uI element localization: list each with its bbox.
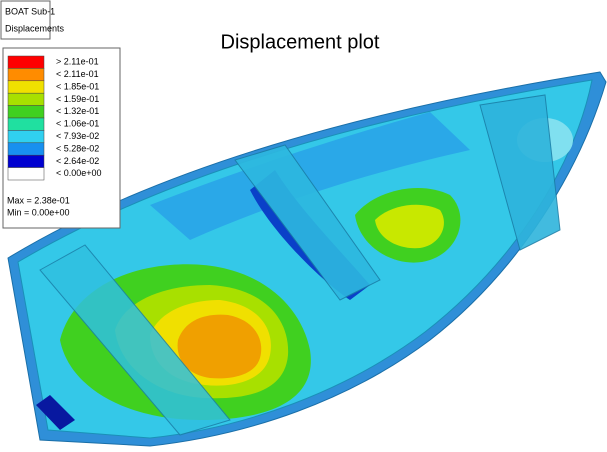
zone-orange xyxy=(178,315,262,379)
legend-label: < 1.59e-01 xyxy=(56,94,99,104)
legend-label: < 5.28e-02 xyxy=(56,143,99,153)
legend-swatch xyxy=(8,118,44,130)
legend-label: < 7.93e-02 xyxy=(56,131,99,141)
page: BOAT Sub-1 Displacements Displacement pl… xyxy=(0,0,607,452)
result-name: Displacements xyxy=(5,23,65,33)
legend-label: < 1.32e-01 xyxy=(56,106,99,116)
legend-swatch xyxy=(8,155,44,167)
legend-label: < 1.06e-01 xyxy=(56,119,99,129)
legend-swatch xyxy=(8,93,44,105)
legend-swatch xyxy=(8,56,44,68)
plot-title: Displacement plot xyxy=(221,31,380,53)
legend-swatch xyxy=(8,81,44,93)
legend-swatch xyxy=(8,168,44,180)
legend-label: < 1.85e-01 xyxy=(56,81,99,91)
model-name: BOAT Sub-1 xyxy=(5,6,55,16)
min-label: Min = 0.00e+00 xyxy=(7,207,70,217)
legend-label: < 2.11e-01 xyxy=(56,69,99,79)
max-label: Max = 2.38e-01 xyxy=(7,195,70,205)
legend-label: > 2.11e-01 xyxy=(56,57,99,67)
legend-swatch xyxy=(8,68,44,80)
legend-label: < 2.64e-02 xyxy=(56,156,99,166)
legend-swatch xyxy=(8,143,44,155)
screen: BOAT Sub-1 Displacements Displacement pl… xyxy=(0,0,607,452)
legend-swatch xyxy=(8,106,44,118)
legend-label: < 0.00e+00 xyxy=(56,168,102,178)
legend-swatch xyxy=(8,130,44,142)
